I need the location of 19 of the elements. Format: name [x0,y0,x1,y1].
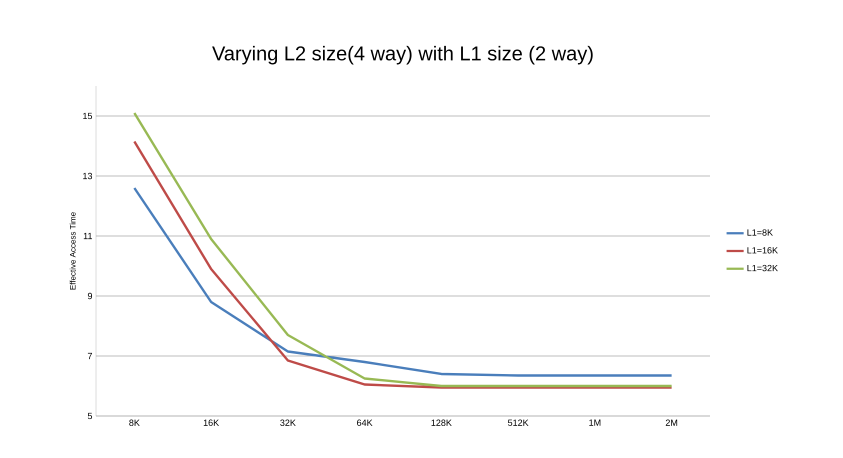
y-axis-title: Effective Access Time [70,212,76,290]
y-tick-label: 15 [83,112,92,120]
x-tick-label: 128K [432,420,452,426]
x-tick-label: 2M [666,420,678,426]
x-tick-label: 8K [129,420,140,426]
legend-label: L1=16K [747,247,778,254]
x-tick-label: 16K [204,420,220,426]
chart-title: Varying L2 size(4 way) with L1 size (2 way) [212,46,593,64]
y-tick-label: 9 [88,292,92,300]
y-tick-label: 7 [88,352,92,360]
legend-label: L1=32K [747,264,778,272]
y-tick-label: 13 [83,172,92,180]
legend-label: L1=8K [747,229,773,236]
x-tick-label: 64K [357,420,373,426]
x-tick-label: 32K [280,420,296,426]
y-tick-label: 11 [84,232,92,240]
x-tick-label: 512K [508,420,529,426]
x-tick-label: 1M [589,420,600,426]
y-tick-label: 5 [88,412,92,420]
